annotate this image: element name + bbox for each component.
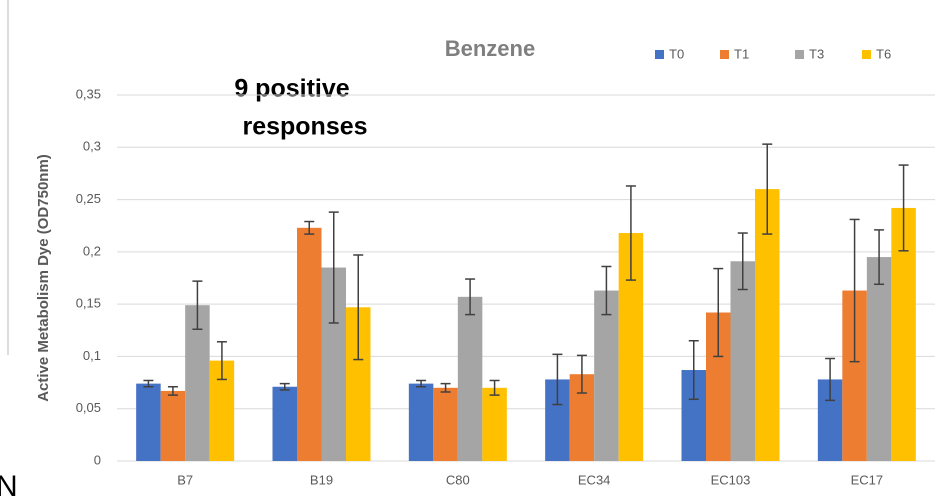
legend-swatch	[862, 50, 871, 59]
legend-label: T0	[669, 46, 684, 61]
x-tick-label: EC34	[578, 472, 611, 487]
bar	[866, 257, 892, 461]
bar	[297, 227, 322, 461]
bar	[408, 383, 434, 461]
bar	[457, 296, 483, 461]
bar	[185, 305, 210, 461]
y-axis-label: Active Metabolism Dye (OD750nm)	[35, 154, 52, 402]
x-tick-label: B7	[177, 472, 193, 487]
legend-label: T3	[809, 46, 824, 61]
x-tick-label: EC17	[851, 472, 884, 487]
annotation: responses	[242, 113, 367, 141]
y-tick-label: 0,35	[76, 86, 101, 101]
x-tick-label: B19	[310, 472, 333, 487]
edge-text: N	[0, 470, 18, 497]
y-tick-label: 0	[94, 452, 101, 467]
x-tick-label: EC103	[711, 472, 751, 487]
bar	[594, 290, 619, 461]
legend-swatch	[720, 50, 729, 59]
bar	[730, 261, 755, 461]
y-tick-label: 0,2	[83, 243, 101, 258]
legend-label: T1	[734, 46, 749, 61]
y-tick-label: 0,05	[76, 400, 101, 415]
bar	[136, 383, 161, 461]
x-tick-label: C80	[446, 472, 470, 487]
y-tick-label: 0,1	[83, 348, 101, 363]
bar	[160, 390, 186, 461]
y-tick-label: 0,3	[83, 139, 101, 154]
bar	[482, 387, 507, 461]
legend-swatch	[795, 50, 804, 59]
bar	[433, 387, 458, 461]
y-tick-label: 0,15	[76, 296, 101, 311]
annotation: 9 positive	[234, 75, 349, 103]
bar	[272, 386, 297, 461]
legend-label: T6	[876, 46, 891, 61]
legend-swatch	[655, 50, 664, 59]
chart-title: Benzene	[445, 36, 535, 61]
y-tick-label: 0,25	[76, 191, 101, 206]
